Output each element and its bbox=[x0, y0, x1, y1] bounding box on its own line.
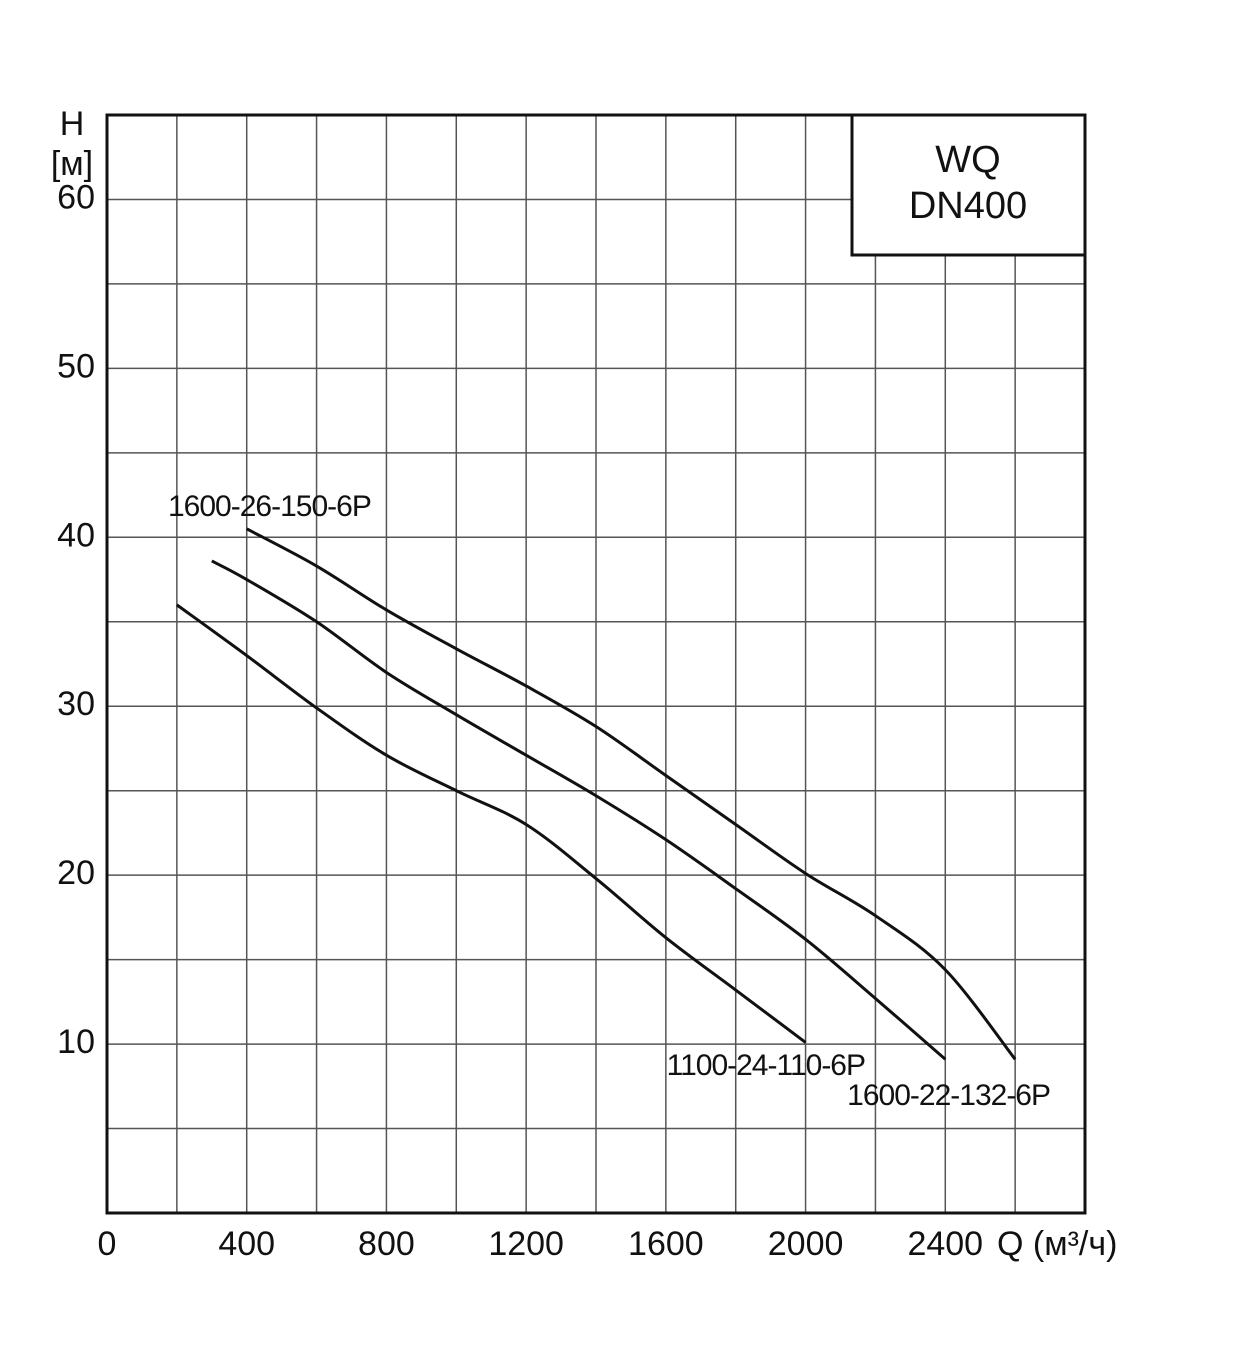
y-tick-label: 50 bbox=[57, 347, 95, 385]
annotation-text: DN400 bbox=[909, 185, 1027, 227]
x-tick-label: 2400 bbox=[907, 1225, 983, 1263]
x-tick-label: 2000 bbox=[768, 1225, 844, 1263]
y-tick-label: 60 bbox=[57, 178, 95, 216]
y-tick-label: 20 bbox=[57, 854, 95, 892]
plot-frame bbox=[105, 113, 1087, 1215]
series-label: 1100-24-110-6P bbox=[667, 1049, 865, 1082]
y-tick-label: 30 bbox=[57, 685, 95, 723]
series-label: 1600-22-132-6P bbox=[847, 1079, 1050, 1112]
x-tick-label: 1200 bbox=[488, 1225, 564, 1263]
x-axis-label: Q (м³/ч) bbox=[997, 1225, 1117, 1263]
series-label: 1600-26-150-6P bbox=[168, 490, 371, 523]
annotation-text: WQ bbox=[935, 139, 1000, 181]
y-axis-label: H bbox=[60, 105, 85, 143]
x-tick-label: 1600 bbox=[628, 1225, 704, 1263]
pump-curve bbox=[246, 527, 1017, 1061]
y-axis-unit: [м] bbox=[51, 145, 93, 183]
pump-curve bbox=[211, 559, 947, 1061]
x-tick-label: 400 bbox=[218, 1225, 275, 1263]
y-tick-label: 10 bbox=[57, 1023, 95, 1061]
annotation-box bbox=[850, 113, 1087, 257]
x-tick-label: 0 bbox=[98, 1225, 117, 1263]
pump-curve bbox=[175, 603, 807, 1044]
x-tick-label: 800 bbox=[358, 1225, 415, 1263]
y-tick-label: 40 bbox=[57, 516, 95, 554]
